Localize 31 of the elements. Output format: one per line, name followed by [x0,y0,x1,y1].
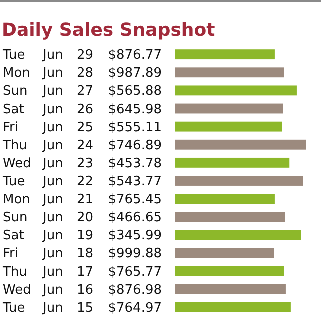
category-label: Fri Jun 25 $555.11 [3,120,162,136]
y-tick-label: Wed Jun 23 $453.78 [3,156,162,172]
category-label: Sat Jun 19 $345.99 [3,228,162,244]
bar [175,266,284,276]
category-label: Sat Jun 26 $645.98 [3,102,162,118]
category-label: Tue Jun 22 $543.77 [3,174,162,190]
bar [175,284,286,294]
y-tick-label: Sun Jun 27 $565.88 [3,84,162,100]
y-tick-label: Mon Jun 21 $765.45 [3,192,162,208]
bar [175,50,275,60]
category-label: Tue Jun 15 $764.97 [3,300,162,316]
y-tick-label: Thu Jun 17 $765.77 [2,264,162,280]
y-tick-label: Sun Jun 20 $466.65 [3,210,162,226]
chart-title: Daily Sales Snapshot [2,20,216,41]
bar [175,176,304,186]
bar [175,212,286,222]
bar [175,302,291,312]
bar [175,104,284,114]
bar [175,230,302,240]
bar [175,68,284,78]
bar [175,194,275,204]
bar [175,140,306,150]
category-label: Tue Jun 29 $876.77 [3,48,162,64]
bar [175,158,290,168]
y-tick-label: Thu Jun 24 $746.89 [2,138,162,154]
category-label: Fri Jun 18 $999.88 [3,246,162,262]
y-tick-label: Mon Jun 28 $987.89 [3,66,162,82]
bar [175,122,282,132]
bar [175,86,297,96]
y-tick-label: Wed Jun 16 $876.98 [3,282,162,298]
bar [175,248,274,258]
